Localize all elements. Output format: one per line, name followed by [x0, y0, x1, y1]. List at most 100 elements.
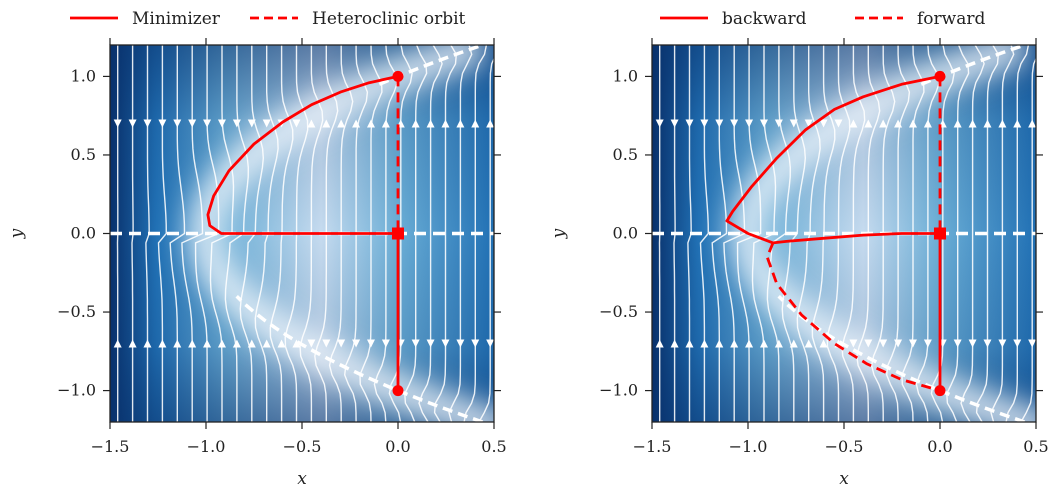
- streamline-arrow: [879, 119, 888, 128]
- streamline-arrow: [789, 119, 798, 128]
- streamline-arrow: [262, 119, 271, 128]
- streamline-arrow: [908, 339, 917, 348]
- streamline-arrow: [998, 339, 1007, 348]
- streamline-arrow: [819, 119, 828, 128]
- series-backward: [725, 75, 942, 391]
- streamline-arrow: [1028, 119, 1036, 128]
- streamline-arrow: [879, 339, 888, 348]
- streamline-arrow: [983, 119, 992, 128]
- streamline-arrow: [745, 119, 754, 128]
- streamline-arrow: [700, 119, 709, 128]
- streamline-arrow: [998, 119, 1007, 128]
- streamline-arrow: [128, 339, 137, 348]
- x-tick-label: −1.0: [729, 437, 768, 456]
- x-axis-label: x: [839, 469, 849, 489]
- legend-label: backward: [722, 9, 807, 29]
- y-tick-label: 1.0: [613, 66, 638, 85]
- streamline-arrow: [1028, 339, 1036, 348]
- right-panel: −1.5 −1.0 −0.5 0.0 0.5 −1.0 −0.5 0.0 0.5 1.0 x y bac…: [549, 9, 1049, 489]
- streamline-arrow: [953, 119, 962, 128]
- streamline: [433, 45, 458, 422]
- streamline-arrow: [158, 339, 167, 348]
- left-panel: −1.5 −1.0 −0.5 0.0 0.5 −1.0 −0.5 0.0 0.5 1.0 x y Min…: [7, 9, 507, 489]
- streamline-arrow: [411, 119, 420, 128]
- streamline-arrow: [441, 339, 450, 348]
- streamline-arrow: [352, 119, 361, 128]
- streamline-arrow: [894, 119, 903, 128]
- streamline-arrow: [113, 339, 122, 348]
- streamline-arrow: [188, 119, 197, 128]
- streamline-arrow: [804, 339, 813, 348]
- streamline-arrow: [715, 119, 724, 128]
- y-tick-label: 0.5: [613, 145, 638, 164]
- streamline-arrow: [217, 339, 226, 348]
- streamline-arrow: [426, 339, 435, 348]
- x-tick-label: 0.5: [1023, 437, 1048, 456]
- streamline-arrow: [834, 119, 843, 128]
- streamline-arrow: [968, 339, 977, 348]
- streamline-arrow: [923, 119, 932, 128]
- streamline: [181, 45, 204, 422]
- streamline: [826, 45, 851, 422]
- streamline-arrow: [655, 119, 664, 128]
- streamline: [699, 45, 710, 422]
- streamline-arrow: [128, 119, 137, 128]
- y-tick-label: −1.0: [599, 381, 638, 400]
- streamline-arrow: [292, 339, 301, 348]
- streamline-arrow: [232, 119, 241, 128]
- marker-circle: [934, 385, 946, 397]
- x-tick-label: −1.5: [633, 437, 672, 456]
- streamline-arrow: [456, 339, 465, 348]
- streamline-arrow: [322, 339, 331, 348]
- series-forward: [765, 76, 942, 392]
- marker-circle: [392, 70, 404, 82]
- streamline-arrow: [426, 119, 435, 128]
- streamline-arrow: [471, 119, 480, 128]
- x-tick-label: −1.5: [91, 437, 130, 456]
- streamline-arrow: [700, 339, 709, 348]
- streamline-arrow: [804, 119, 813, 128]
- streamline-arrow: [486, 119, 494, 128]
- streamline-arrow: [789, 339, 798, 348]
- streamline-arrow: [381, 119, 390, 128]
- streamline-arrow: [277, 339, 286, 348]
- streamline-arrow: [759, 119, 768, 128]
- x-tick-label: −0.5: [283, 437, 322, 456]
- streamline-arrow: [143, 339, 152, 348]
- y-tick-label: −1.0: [57, 381, 96, 400]
- streamline-arrow: [203, 119, 212, 128]
- streamline-arrow: [366, 339, 375, 348]
- x-axis-label: x: [297, 469, 307, 489]
- x-tick-label: −0.5: [825, 437, 864, 456]
- streamline-arrow: [247, 339, 256, 348]
- streamline-arrow: [173, 339, 182, 348]
- streamline-arrow: [894, 339, 903, 348]
- y-axis-label: y: [7, 228, 27, 239]
- streamline-arrow: [774, 119, 783, 128]
- y-axis-label: y: [549, 228, 569, 239]
- streamline-arrow: [471, 339, 480, 348]
- streamline-arrow: [774, 339, 783, 348]
- streamline-arrow: [730, 119, 739, 128]
- x-tick-label: 0.0: [385, 437, 410, 456]
- marker-square: [934, 227, 946, 240]
- streamline: [781, 45, 807, 422]
- y-tick-label: −0.5: [599, 302, 638, 321]
- streamline-arrow: [203, 339, 212, 348]
- marker-square: [392, 227, 404, 240]
- streamline-arrow: [143, 119, 152, 128]
- streamline-arrow: [1013, 339, 1022, 348]
- streamline-arrow: [849, 339, 858, 348]
- x-tick-label: −1.0: [187, 437, 226, 456]
- streamline: [711, 45, 728, 422]
- streamline-arrow: [381, 339, 390, 348]
- streamline-arrow: [670, 119, 679, 128]
- streamline-arrow: [745, 339, 754, 348]
- streamline-arrow: [456, 119, 465, 128]
- streamline: [169, 45, 186, 422]
- streamline-arrow: [352, 339, 361, 348]
- series: [206, 75, 400, 391]
- streamline-arrow: [486, 339, 494, 348]
- streamline-arrow: [173, 119, 182, 128]
